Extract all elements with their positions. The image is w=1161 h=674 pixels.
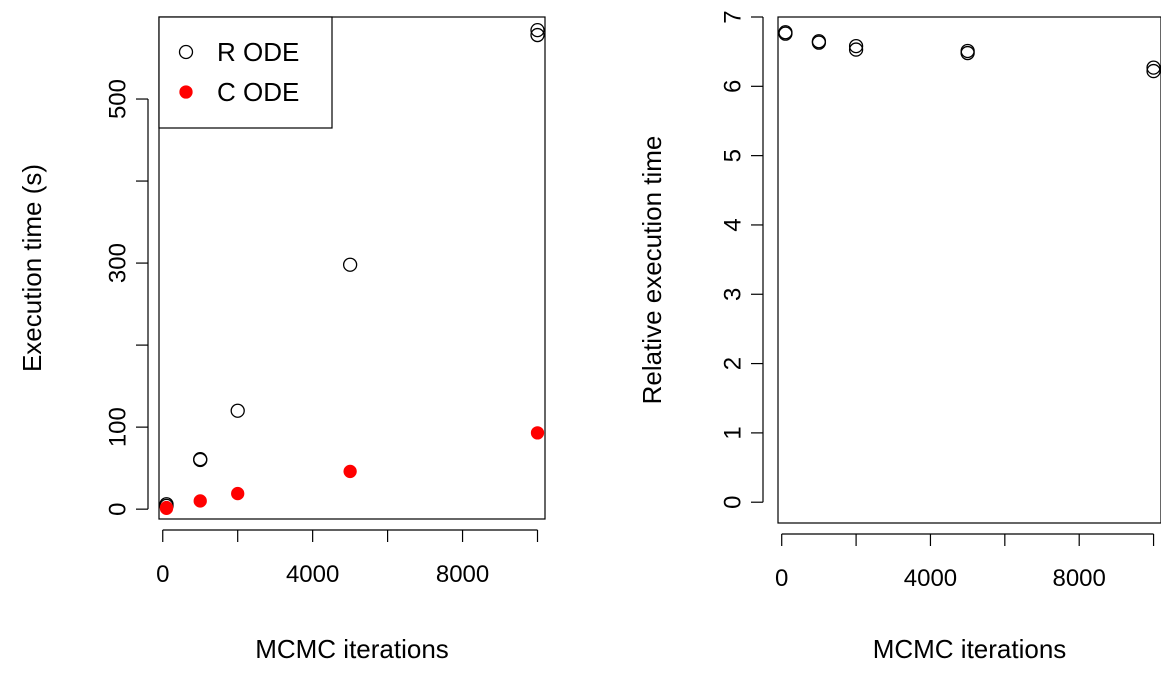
x-tick-label: 0 [775,565,788,592]
data-point [159,500,174,515]
y-tick-label: 7 [720,10,747,23]
data-point [848,42,864,57]
x-axis: 0 4000 8000 [775,533,1155,592]
plot-frame [158,16,546,520]
data-point [778,25,793,40]
y-axis: 0 1 2 3 4 5 6 7 [720,10,764,509]
y-tick-label: 0 [105,502,132,515]
y-axis-title: Execution time (s) [17,164,47,372]
data-point [231,486,245,501]
data-point [343,464,357,479]
y-tick-label: 500 [105,79,132,119]
plot-frame [777,16,1161,524]
legend-label: C ODE [217,77,299,107]
y-tick-label: 2 [720,357,747,370]
data-point [1146,60,1161,75]
x-tick-label: 8000 [1052,565,1105,592]
data-point [193,452,208,468]
y-axis: 0 100 300 500 [105,79,149,516]
legend-label: R ODE [217,37,299,67]
y-tick-label: 4 [720,218,747,231]
data-point [811,34,827,49]
y-tick-label: 5 [720,149,747,162]
x-axis-title: MCMC iterations [255,634,449,664]
series [159,426,545,515]
data-point [530,27,545,43]
legend-marker [179,85,193,99]
y-tick-label: 300 [105,243,132,283]
data-point [193,494,207,508]
x-axis-title: MCMC iterations [873,634,1067,664]
data-point [530,426,545,440]
data-point [1146,63,1161,79]
legend-box [158,16,333,129]
x-tick-label: 4000 [904,565,957,592]
x-tick-label: 4000 [286,561,339,588]
y-tick-label: 1 [720,426,747,439]
data-point [530,22,545,38]
x-tick-label: 0 [156,561,169,588]
data-point [848,38,864,54]
data-point [342,257,358,272]
panel-execution-time: 0 4000 8000 0 100 300 500 MCMC iterations Execut… [17,16,546,664]
data-point [960,43,975,59]
legend: R ODE C ODE [158,16,333,129]
y-tick-label: 100 [105,407,132,447]
legend-marker [178,44,194,60]
y-tick-label: 6 [720,80,747,93]
y-tick-label: 3 [720,288,747,301]
series [778,25,1161,79]
x-axis: 0 4000 8000 [156,529,539,588]
data-point [230,403,245,418]
x-tick-label: 8000 [436,561,489,588]
y-axis-title: Relative execution time [637,136,667,405]
panel-relative-execution-time: 0 4000 8000 0 1 2 3 4 5 6 7 MCMC iterations Relative… [637,10,1161,664]
y-tick-label: 0 [720,496,747,509]
